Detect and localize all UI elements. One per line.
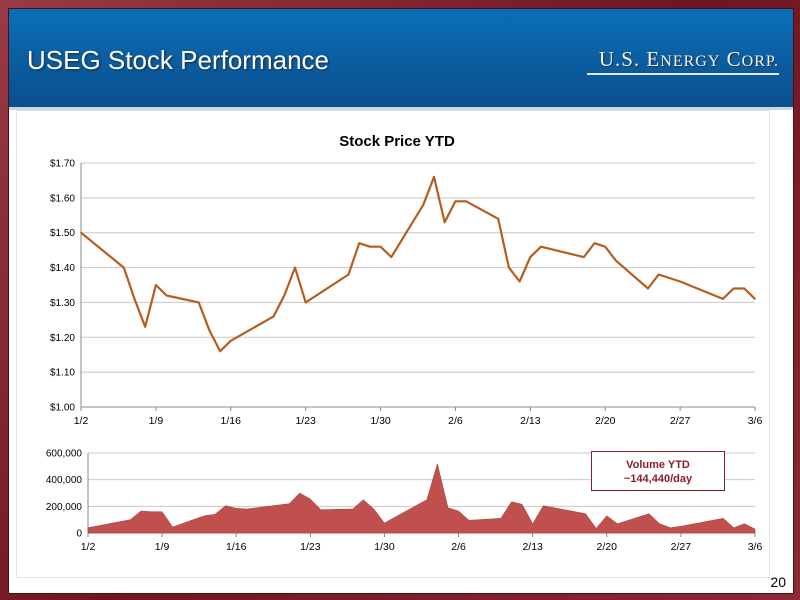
price-y-tick-label: $1.50 bbox=[50, 228, 75, 239]
price-y-tick-label: $1.60 bbox=[50, 193, 75, 204]
price-line bbox=[80, 175, 756, 353]
price-point bbox=[283, 294, 286, 297]
price-point bbox=[433, 176, 435, 178]
price-x-tick-label: 2/27 bbox=[670, 415, 691, 427]
price-point bbox=[379, 245, 382, 248]
price-point bbox=[197, 301, 200, 304]
price-x-tick-label: 1/23 bbox=[295, 415, 316, 427]
price-y-tick-label: $1.10 bbox=[50, 368, 75, 379]
price-x-tick-label: 1/16 bbox=[221, 415, 242, 427]
volume-x-tick-label: 1/16 bbox=[226, 541, 247, 553]
price-point bbox=[518, 280, 521, 283]
volume-annotation-value: ~144,440/day bbox=[623, 473, 693, 485]
company-logo: U.S. ENERGY CORP. bbox=[598, 47, 779, 71]
price-x-tick-label: 1/30 bbox=[370, 415, 391, 427]
price-point bbox=[732, 287, 735, 290]
volume-annotation-title: Volume YTD bbox=[626, 459, 690, 471]
volume-x-tick-label: 2/20 bbox=[597, 541, 618, 553]
price-point bbox=[80, 231, 82, 234]
price-point bbox=[155, 284, 157, 286]
logo-underline bbox=[587, 73, 779, 75]
price-x-tick-label: 2/6 bbox=[448, 415, 463, 427]
price-point bbox=[133, 298, 136, 300]
price-point bbox=[647, 287, 649, 290]
volume-x-tick-label: 2/27 bbox=[671, 541, 692, 553]
price-point bbox=[123, 266, 125, 269]
volume-area bbox=[87, 462, 756, 534]
price-point bbox=[304, 301, 307, 304]
volume-x-tick-label: 1/30 bbox=[374, 541, 395, 553]
price-point bbox=[679, 280, 681, 283]
price-point bbox=[208, 329, 211, 332]
price-x-tick-label: 1/2 bbox=[74, 415, 89, 427]
volume-y-tick-label: 600,000 bbox=[46, 449, 83, 460]
price-y-tick-label: $1.70 bbox=[50, 159, 75, 170]
price-point bbox=[583, 256, 585, 258]
price-y-axis: $1.00 $1.10 $1.20 $1.30 $1.40 $1.50 $1.60 $1.70 bbox=[50, 159, 75, 414]
price-point bbox=[369, 245, 371, 248]
price-x-tick-label: 3/6 bbox=[748, 415, 763, 427]
volume-x-tick-label: 2/6 bbox=[451, 541, 466, 553]
price-point bbox=[497, 218, 500, 220]
volume-x-tick-label: 1/2 bbox=[81, 541, 96, 553]
volume-annotation: Volume YTD ~144,440/day bbox=[591, 451, 725, 491]
price-point bbox=[508, 266, 510, 269]
volume-y-tick-label: 200,000 bbox=[46, 502, 83, 513]
volume-y-tick-label: 400,000 bbox=[46, 475, 83, 486]
price-point bbox=[294, 266, 296, 269]
price-y-tick-label: $1.20 bbox=[50, 333, 75, 344]
price-point bbox=[443, 221, 446, 224]
price-point bbox=[144, 326, 146, 328]
volume-x-tick-label: 1/9 bbox=[155, 541, 170, 553]
price-point bbox=[615, 259, 617, 262]
page-number: 20 bbox=[770, 574, 786, 590]
volume-x-tick-label: 2/13 bbox=[522, 541, 543, 553]
volume-x-tick-label: 1/23 bbox=[300, 541, 321, 553]
price-point bbox=[465, 200, 467, 203]
price-point bbox=[722, 298, 724, 300]
price-point bbox=[604, 245, 606, 248]
volume-series bbox=[87, 462, 756, 534]
price-point bbox=[529, 256, 532, 258]
price-x-axis: 1/2 1/9 1/16 1/23 1/30 2/6 2/13 2/20 2/27 3/6 bbox=[74, 407, 763, 427]
volume-x-axis: 1/2 1/9 1/16 1/23 1/30 2/6 2/13 2/20 2/27 3/6 bbox=[81, 533, 763, 553]
price-x-tick-label: 2/13 bbox=[520, 415, 541, 427]
price-point bbox=[165, 294, 168, 297]
price-y-tick-label: $1.30 bbox=[50, 298, 75, 309]
price-point bbox=[657, 273, 660, 276]
slide-header: USEG Stock Performance U.S. ENERGY CORP. bbox=[9, 9, 793, 110]
price-point bbox=[347, 273, 350, 276]
price-point bbox=[754, 298, 756, 300]
price-point bbox=[593, 242, 596, 244]
price-point bbox=[390, 256, 393, 258]
price-y-tick-label: $1.00 bbox=[50, 403, 75, 414]
price-point bbox=[219, 350, 221, 353]
price-point bbox=[422, 204, 425, 206]
price-point bbox=[272, 315, 275, 318]
volume-y-tick-label: 0 bbox=[76, 529, 82, 540]
price-x-tick-label: 1/9 bbox=[149, 415, 164, 427]
volume-x-tick-label: 3/6 bbox=[748, 541, 763, 553]
price-x-tick-label: 2/20 bbox=[595, 415, 616, 427]
price-chart-title: Stock Price YTD bbox=[339, 133, 455, 150]
price-point bbox=[358, 242, 361, 244]
chart-panel bbox=[16, 110, 770, 578]
price-point bbox=[668, 277, 671, 279]
price-gridlines bbox=[80, 162, 755, 408]
price-point bbox=[454, 200, 457, 203]
price-point bbox=[540, 245, 542, 248]
price-point bbox=[743, 287, 746, 290]
slide-title: USEG Stock Performance bbox=[27, 45, 329, 75]
volume-y-axis: 0 200,000 400,000 600,000 bbox=[46, 449, 83, 540]
price-y-tick-label: $1.40 bbox=[50, 263, 75, 274]
price-point bbox=[230, 340, 232, 342]
price-series bbox=[80, 175, 756, 353]
